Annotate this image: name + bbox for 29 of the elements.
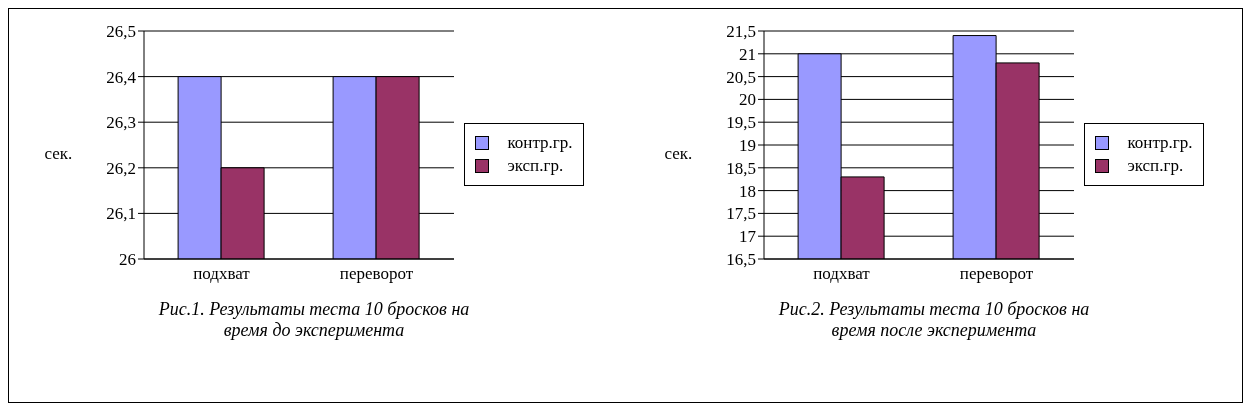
y-tick-label: 26	[119, 250, 137, 270]
text: Рис.1. Результаты теста 10 бросков на время до эксперимента	[157, 299, 471, 341]
y-tick-label: 26,4	[106, 67, 137, 87]
x-tick-label: подхват	[813, 264, 871, 284]
y-tick-label: 21	[739, 44, 757, 64]
y-tick-label: 19	[739, 136, 757, 156]
text: Рис.2. Результаты теста 10 бросков на время после эксперимента	[777, 299, 1091, 341]
x-tick-label: подхват	[193, 264, 251, 284]
y-tick-label: 26,2	[106, 158, 137, 178]
y-tick-label: 26,3	[106, 113, 137, 133]
legend-label: контр.гр.	[1127, 132, 1193, 153]
x-tick-label: переворот	[960, 264, 1035, 284]
x-tick-label: переворот	[340, 264, 415, 284]
legend-label: эксп.гр.	[507, 155, 564, 176]
y-tick-label: 16,5	[726, 250, 757, 270]
y-tick-label: 26,1	[106, 204, 137, 224]
legend-label: контр.гр.	[507, 132, 573, 153]
y-tick-label: 17	[739, 227, 757, 247]
y-tick-label: 20,5	[726, 67, 757, 87]
y-axis-title: сек.	[44, 144, 74, 164]
y-tick-label: 20	[739, 90, 757, 110]
y-tick-label: 18,5	[726, 158, 757, 178]
y-tick-label: 26,5	[106, 22, 137, 42]
y-tick-label: 18	[739, 181, 757, 201]
y-tick-label: 17,5	[726, 204, 757, 224]
y-tick-label: 19,5	[726, 113, 757, 133]
legend-label: эксп.гр.	[1127, 155, 1184, 176]
y-tick-label: 21,5	[726, 22, 757, 42]
y-axis-title: сек.	[664, 144, 694, 164]
